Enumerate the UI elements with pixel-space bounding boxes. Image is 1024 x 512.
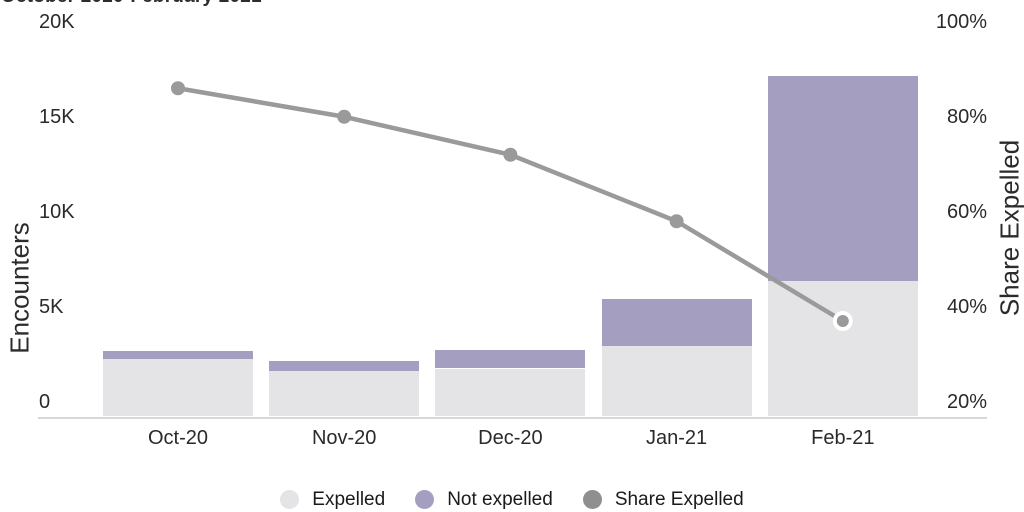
legend-swatch-circle <box>280 490 300 509</box>
y-tick-label-right: 100% <box>935 11 987 33</box>
bar-segment-not-expelled <box>103 351 253 359</box>
share-expelled-point <box>337 109 352 124</box>
share-expelled-point <box>171 81 185 96</box>
legend-label: Share Expelled <box>614 488 744 510</box>
x-axis-label: Dec-20 <box>478 427 543 449</box>
y-tick-label-left: 20K <box>39 11 75 33</box>
bar-segment-expelled <box>601 345 752 416</box>
share-expelled-line <box>177 86 844 323</box>
bar-segment-expelled <box>103 359 253 416</box>
x-axis-label: Oct-20 <box>147 427 209 449</box>
bar-segment-not-expelled <box>767 75 918 282</box>
legend-item: Not expelled <box>415 489 553 511</box>
chart-subtitle: October 2020-February 2021 <box>1 0 262 8</box>
legend-item: Expelled <box>280 489 385 511</box>
legend-label: Not expelled <box>447 488 553 510</box>
x-axis-label: Nov-20 <box>311 427 377 449</box>
legend-swatch-circle <box>582 490 602 509</box>
x-axis-label: Feb-21 <box>811 427 875 449</box>
bar-segment-expelled <box>767 281 918 416</box>
y-tick-label-left: 10K <box>39 201 75 223</box>
legend-swatch-circle <box>415 490 435 509</box>
y-tick-label-right: 80% <box>946 106 987 128</box>
legend: Expelled Not expelled Share Expelled <box>0 487 1024 512</box>
y-tick-label-right: 60% <box>946 201 987 223</box>
share-expelled-point <box>503 147 518 162</box>
y-tick-label-right: 20% <box>946 391 987 413</box>
share-expelled-line-layer <box>171 81 853 331</box>
y-tick-label-left: 0 <box>39 391 51 413</box>
y-tick-label-left: 15K <box>39 106 75 128</box>
y-tick-label-right: 40% <box>946 296 987 318</box>
bar-segment-expelled <box>269 371 420 416</box>
share-expelled-point <box>832 311 853 331</box>
legend-label: Expelled <box>312 488 386 510</box>
legend-item: Share Expelled <box>582 488 744 511</box>
x-axis-line <box>38 417 987 419</box>
bar-segment-expelled <box>435 368 586 416</box>
bar-segment-not-expelled <box>435 350 586 369</box>
share-expelled-point <box>669 214 684 229</box>
x-axis-label: Jan-21 <box>646 427 708 449</box>
bar-segment-not-expelled <box>269 360 420 372</box>
bar-segment-not-expelled <box>601 299 752 346</box>
y-tick-label-left: 5K <box>39 296 64 318</box>
